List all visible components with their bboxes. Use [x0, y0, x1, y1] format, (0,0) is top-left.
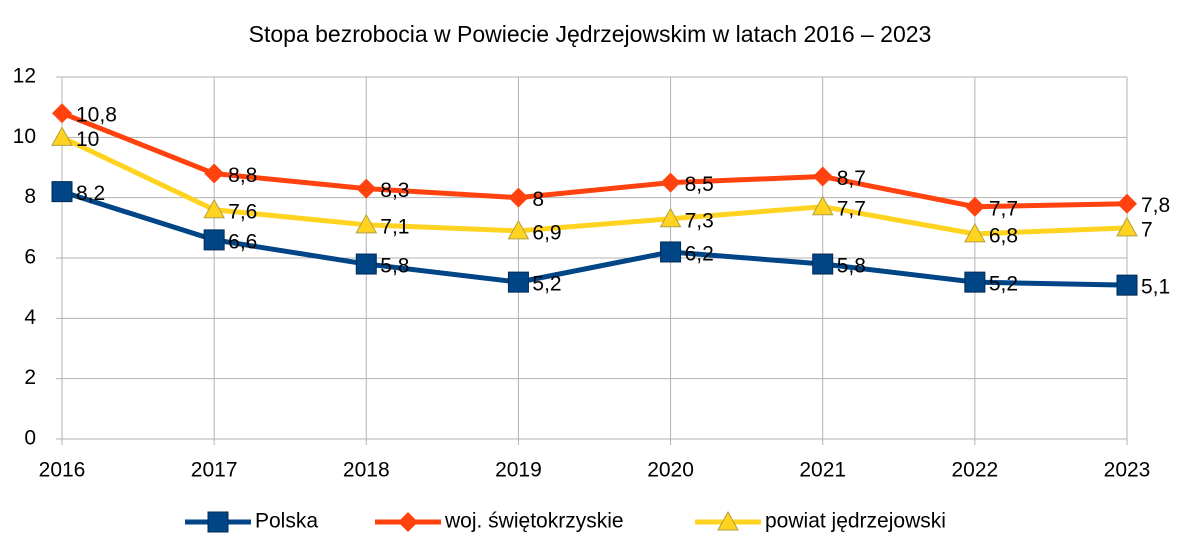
data-label: 6,2 — [685, 243, 714, 266]
y-tick-label: 6 — [24, 246, 36, 269]
y-tick-label: 12 — [13, 65, 36, 88]
data-label: 5,1 — [1141, 276, 1170, 299]
data-point — [964, 222, 986, 243]
legend-marker — [207, 511, 229, 533]
data-label: 10 — [76, 128, 99, 151]
data-point — [1117, 193, 1137, 214]
data-label: 8 — [532, 188, 544, 211]
data-point — [204, 163, 225, 184]
data-point — [964, 271, 986, 293]
data-point — [507, 219, 530, 240]
data-label: 5,2 — [532, 273, 561, 296]
x-tick-label: 2019 — [495, 459, 542, 482]
data-label: 8,7 — [837, 167, 866, 190]
data-point — [51, 126, 73, 146]
x-tick-label: 2018 — [343, 459, 390, 482]
data-label: 7,3 — [685, 209, 714, 232]
series-line — [60, 135, 1128, 237]
data-label: 7,7 — [837, 197, 866, 220]
x-tick-label: 2020 — [647, 459, 694, 482]
data-point — [660, 172, 681, 193]
y-tick-label: 8 — [24, 185, 36, 208]
data-label: 7 — [1141, 218, 1153, 241]
x-tick-label: 2023 — [1104, 459, 1151, 482]
data-point — [660, 241, 682, 263]
data-label: 7,7 — [989, 197, 1018, 220]
data-point — [203, 229, 225, 251]
data-label: 10,8 — [76, 104, 117, 127]
legend-marker — [717, 510, 739, 531]
data-point — [811, 195, 834, 216]
legend-label: Polska — [255, 510, 318, 533]
legend-label: powiat jędrzejowski — [765, 510, 946, 533]
series-line — [61, 110, 1128, 210]
data-label: 6,6 — [228, 230, 257, 253]
series-line — [61, 189, 1128, 288]
data-point — [52, 103, 72, 124]
data-point — [659, 207, 682, 228]
legend-marker — [398, 512, 418, 532]
y-tick-label: 4 — [24, 306, 36, 329]
y-tick-label: 10 — [13, 125, 36, 148]
data-label: 8,2 — [76, 182, 105, 205]
chart-title: Stopa bezrobocia w Powiecie Jędrzejowski… — [249, 21, 932, 47]
y-tick-label: 2 — [24, 366, 36, 389]
data-label: 6,8 — [989, 224, 1018, 247]
data-label: 5,8 — [837, 255, 866, 278]
data-label: 7,8 — [1141, 194, 1170, 217]
x-tick-label: 2022 — [951, 459, 998, 482]
data-point — [508, 187, 529, 208]
data-label: 7,6 — [228, 200, 257, 223]
data-point — [355, 253, 377, 275]
x-tick-label: 2016 — [39, 459, 86, 482]
data-point — [355, 213, 378, 234]
data-point — [507, 271, 529, 293]
data-point — [1116, 216, 1138, 237]
data-label: 8,5 — [685, 173, 714, 196]
data-label: 8,3 — [380, 179, 409, 202]
data-point — [51, 181, 73, 203]
data-point — [812, 166, 833, 187]
data-point — [356, 178, 377, 199]
data-point — [203, 198, 225, 219]
data-label: 5,2 — [989, 273, 1018, 296]
data-label: 5,8 — [380, 255, 409, 278]
x-tick-label: 2017 — [191, 459, 238, 482]
legend-label: woj. świętokrzyskie — [444, 510, 624, 533]
y-tick-label: 0 — [24, 427, 36, 450]
data-label: 8,8 — [228, 164, 257, 187]
data-point — [812, 253, 834, 275]
data-label: 7,1 — [380, 215, 409, 238]
x-tick-label: 2021 — [799, 459, 846, 482]
data-point — [964, 196, 985, 217]
data-label: 6,9 — [532, 221, 561, 244]
data-point — [1116, 274, 1138, 296]
